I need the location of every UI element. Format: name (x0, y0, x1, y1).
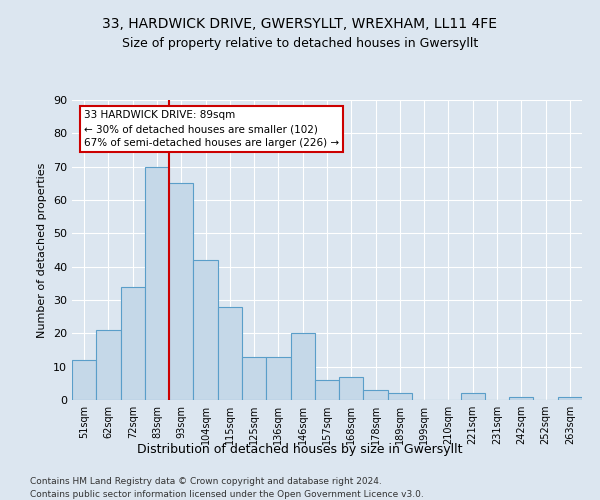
Bar (145, 166, 169, 400)
Bar (193, 260, 218, 400)
Bar (388, 394, 412, 400)
Text: Distribution of detached houses by size in Gwersyllt: Distribution of detached houses by size … (137, 442, 463, 456)
Bar (509, 396, 533, 400)
Bar (339, 376, 364, 400)
Bar (315, 380, 339, 400)
Bar (96, 330, 121, 400)
Bar (242, 356, 266, 400)
Bar (364, 390, 388, 400)
Text: Size of property relative to detached houses in Gwersyllt: Size of property relative to detached ho… (122, 38, 478, 51)
Text: Contains public sector information licensed under the Open Government Licence v3: Contains public sector information licen… (30, 490, 424, 499)
Text: 33 HARDWICK DRIVE: 89sqm
← 30% of detached houses are smaller (102)
67% of semi-: 33 HARDWICK DRIVE: 89sqm ← 30% of detach… (84, 110, 339, 148)
Y-axis label: Number of detached properties: Number of detached properties (37, 162, 47, 338)
Text: Contains HM Land Registry data © Crown copyright and database right 2024.: Contains HM Land Registry data © Crown c… (30, 478, 382, 486)
Bar (169, 184, 193, 400)
Bar (72, 360, 96, 400)
Bar (290, 334, 315, 400)
Bar (558, 396, 582, 400)
Bar (266, 356, 290, 400)
Text: 33, HARDWICK DRIVE, GWERSYLLT, WREXHAM, LL11 4FE: 33, HARDWICK DRIVE, GWERSYLLT, WREXHAM, … (103, 18, 497, 32)
Bar (218, 306, 242, 400)
Bar (461, 394, 485, 400)
Bar (121, 286, 145, 400)
